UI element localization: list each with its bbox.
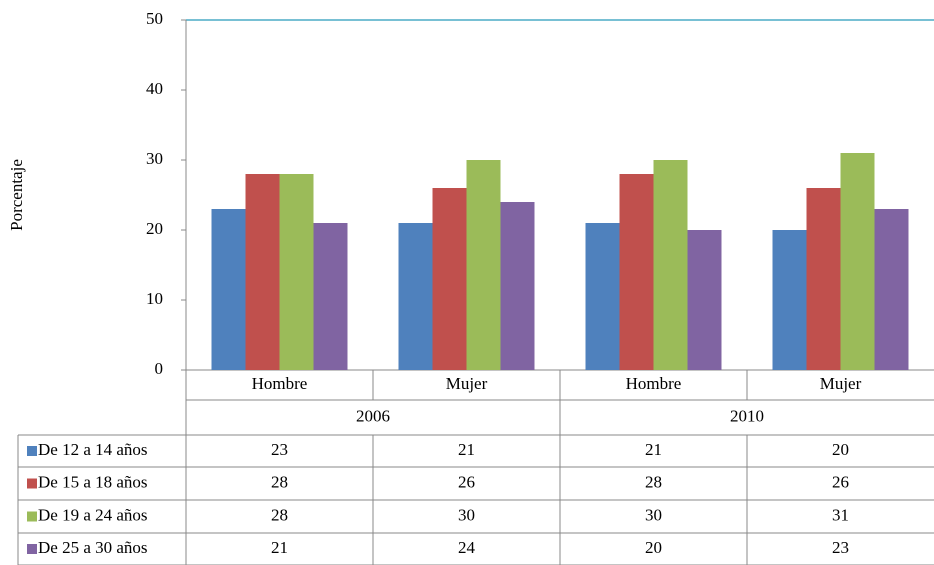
- x-tick-label: Hombre: [626, 374, 682, 393]
- table-value: 30: [458, 505, 475, 524]
- legend-swatch: [27, 511, 37, 522]
- y-tick-label: 50: [146, 9, 163, 28]
- bar: [687, 230, 722, 370]
- legend-swatch: [27, 478, 37, 489]
- bar: [466, 160, 501, 370]
- table-value: 30: [645, 505, 662, 524]
- table-value: 28: [645, 472, 662, 491]
- legend-label: De 19 a 24 años: [38, 505, 148, 524]
- table-value: 21: [271, 538, 288, 557]
- y-tick-label: 0: [155, 359, 164, 378]
- table-value: 24: [458, 538, 476, 557]
- bar: [874, 209, 909, 370]
- bar: [585, 223, 620, 370]
- bar: [211, 209, 246, 370]
- table-value: 31: [832, 505, 849, 524]
- legend-label: De 25 a 30 años: [38, 538, 148, 557]
- bar: [500, 202, 535, 370]
- y-tick-label: 10: [146, 289, 163, 308]
- table-value: 26: [832, 472, 849, 491]
- y-tick-label: 30: [146, 149, 163, 168]
- x-tick-label: Hombre: [252, 374, 308, 393]
- table-value: 20: [645, 538, 662, 557]
- table-value: 28: [271, 472, 288, 491]
- bar: [398, 223, 433, 370]
- legend-label: De 12 a 14 años: [38, 440, 148, 459]
- bar: [313, 223, 348, 370]
- table-value: 26: [458, 472, 475, 491]
- group-label: 2010: [730, 406, 764, 425]
- x-tick-label: Mujer: [446, 374, 488, 393]
- table-value: 21: [458, 440, 475, 459]
- table-value: 23: [832, 538, 849, 557]
- bar: [840, 153, 875, 370]
- legend-label: De 15 a 18 años: [38, 472, 148, 491]
- legend-swatch: [27, 446, 37, 456]
- y-axis-label: Porcentaje: [7, 159, 26, 231]
- table-value: 28: [271, 505, 288, 524]
- bar: [653, 160, 688, 370]
- legend-swatch: [27, 544, 37, 554]
- table-value: 20: [832, 440, 849, 459]
- bar: [772, 230, 807, 370]
- group-label: 2006: [356, 406, 390, 425]
- table-value: 23: [271, 440, 288, 459]
- bar: [279, 174, 314, 370]
- bar: [806, 188, 841, 370]
- bar: [619, 174, 654, 370]
- bar: [432, 188, 467, 370]
- x-tick-label: Mujer: [820, 374, 862, 393]
- table-value: 21: [645, 440, 662, 459]
- y-tick-label: 40: [146, 79, 163, 98]
- y-tick-label: 20: [146, 219, 163, 238]
- bar: [245, 174, 280, 370]
